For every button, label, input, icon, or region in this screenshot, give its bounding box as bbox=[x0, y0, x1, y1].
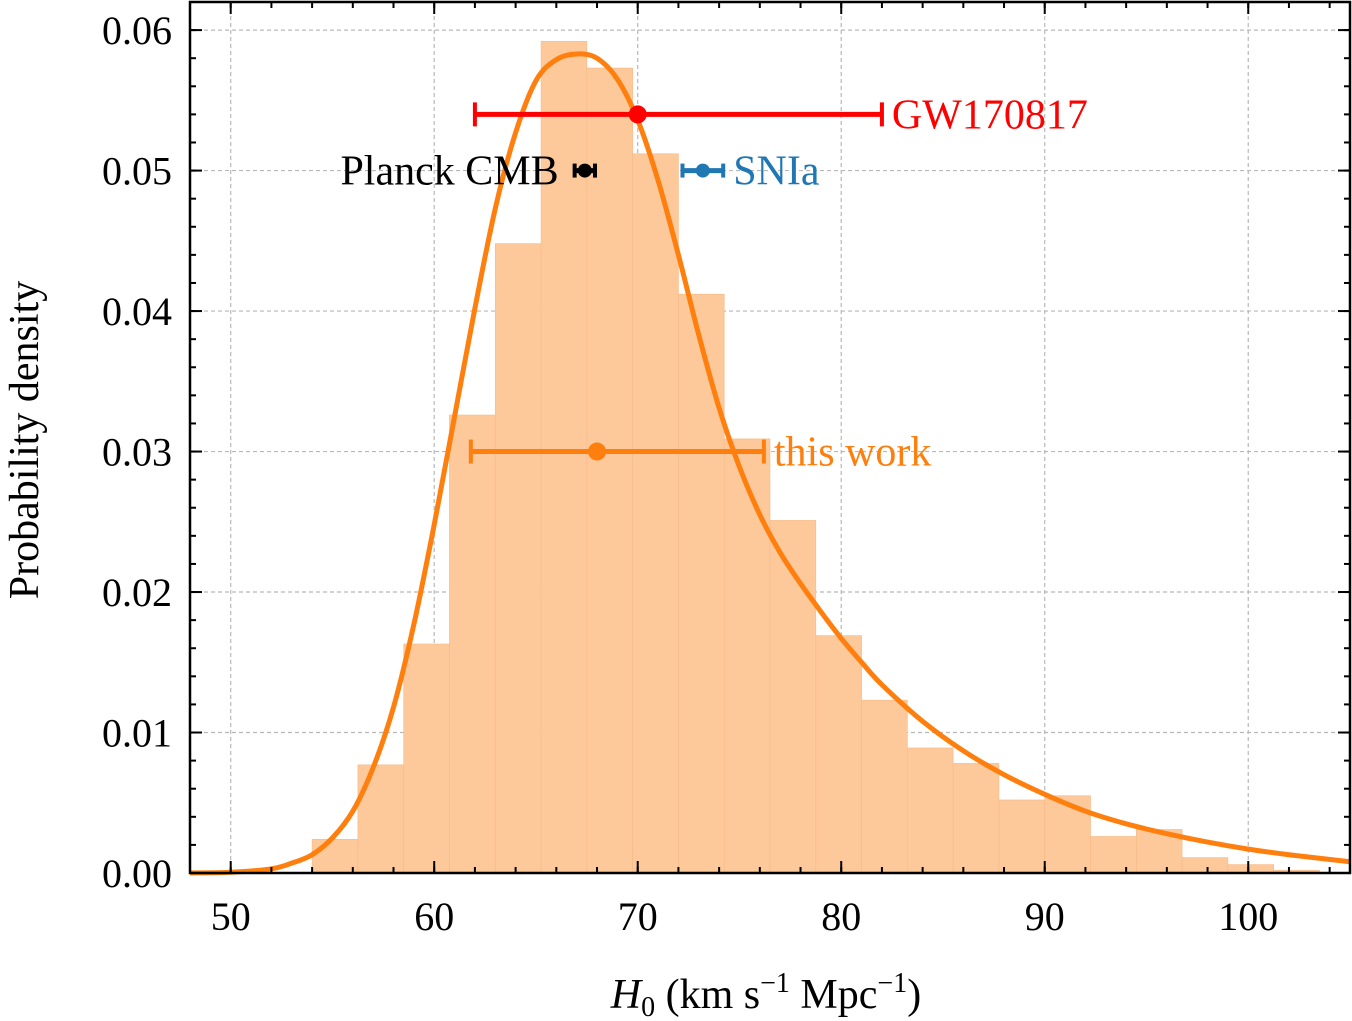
histogram-bar bbox=[1227, 864, 1274, 874]
measurements-layer: GW170817 Planck CMB SNIa this work bbox=[340, 92, 1087, 475]
x-tick-label: 70 bbox=[618, 894, 658, 939]
histogram-bar bbox=[678, 293, 725, 874]
histogram-bar bbox=[357, 764, 404, 874]
x-label-close: ) bbox=[907, 972, 921, 1018]
histogram-bar bbox=[586, 67, 633, 874]
x-label-symbol: H bbox=[610, 972, 644, 1018]
marker-this-work bbox=[588, 442, 607, 461]
y-tick-label: 0.00 bbox=[102, 851, 172, 896]
label-this-work: this work bbox=[774, 430, 932, 476]
histogram-bar bbox=[449, 414, 496, 874]
ticks-layer: 50 60 70 80 90 100 0.00 0.01 0.02 0.03 0.04 0.05 0.0… bbox=[102, 2, 1350, 939]
histogram-bar bbox=[998, 799, 1046, 874]
x-tick-label: 80 bbox=[821, 894, 861, 939]
histogram-bar bbox=[632, 153, 679, 874]
histogram-bar bbox=[952, 763, 1000, 874]
histogram-bar bbox=[311, 838, 359, 874]
measurement-snia: SNIa bbox=[680, 149, 820, 195]
histogram-bar bbox=[1090, 836, 1137, 874]
x-tick-label: 60 bbox=[414, 894, 454, 939]
x-axis-label: H0 (km s−1 Mpc−1) bbox=[610, 968, 921, 1021]
y-axis-label: Probability density bbox=[2, 281, 48, 600]
x-tick-label: 100 bbox=[1218, 894, 1278, 939]
histogram-bar bbox=[815, 635, 862, 874]
histogram-bar bbox=[723, 438, 771, 874]
y-tick-label: 0.01 bbox=[102, 711, 172, 756]
x-label-units-a: (km s bbox=[655, 972, 760, 1018]
x-label-units-b: Mpc bbox=[790, 972, 878, 1018]
y-tick-label: 0.04 bbox=[102, 289, 172, 334]
plot-frame bbox=[188, 0, 1352, 875]
histogram-bar bbox=[1044, 795, 1091, 874]
histogram-bar bbox=[494, 243, 542, 874]
histogram-bars bbox=[311, 41, 1320, 874]
y-tick-label: 0.06 bbox=[102, 8, 172, 53]
x-label-superscript-a: −1 bbox=[760, 968, 790, 999]
y-tick-label: 0.03 bbox=[102, 430, 172, 475]
y-tick-label: 0.02 bbox=[102, 570, 172, 615]
x-tick-label: 90 bbox=[1025, 894, 1065, 939]
density-curve-layer bbox=[189, 51, 1351, 876]
marker-gw170817 bbox=[628, 105, 647, 124]
label-gw170817: GW170817 bbox=[892, 92, 1088, 138]
histogram-bar bbox=[907, 747, 954, 874]
histogram-bar bbox=[540, 41, 588, 874]
marker-planck-cmb bbox=[577, 163, 592, 178]
measurement-planck-cmb: Planck CMB bbox=[340, 149, 597, 195]
marker-snia bbox=[695, 163, 710, 178]
measurement-gw170817: GW170817 bbox=[472, 92, 1088, 138]
label-snia: SNIa bbox=[733, 149, 820, 195]
histogram-bar bbox=[403, 643, 450, 874]
label-planck-cmb: Planck CMB bbox=[340, 149, 558, 195]
x-label-subscript: 0 bbox=[641, 992, 655, 1021]
density-curve bbox=[189, 51, 1351, 876]
measurement-this-work: this work bbox=[468, 430, 932, 476]
histogram-bar bbox=[1181, 857, 1229, 874]
x-label-superscript-b: −1 bbox=[877, 968, 907, 999]
x-tick-label: 50 bbox=[211, 894, 251, 939]
histogram-bar bbox=[769, 520, 817, 874]
y-tick-label: 0.05 bbox=[102, 149, 172, 194]
histogram-bar bbox=[861, 699, 908, 874]
